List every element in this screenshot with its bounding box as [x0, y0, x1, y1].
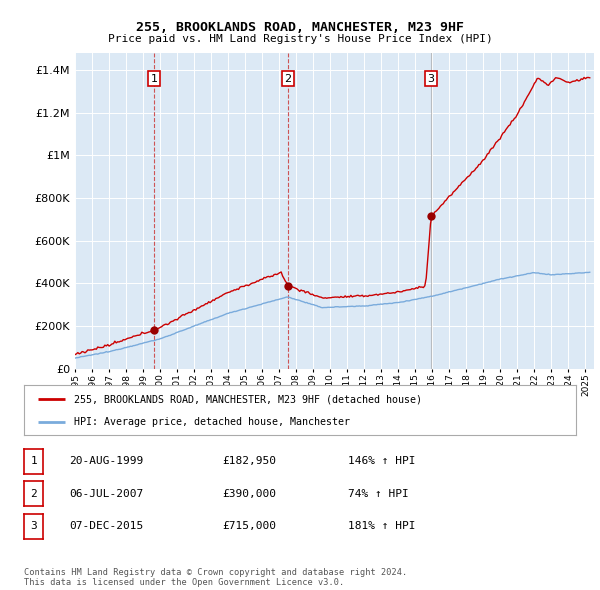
Text: 146% ↑ HPI: 146% ↑ HPI	[348, 457, 415, 466]
Text: 74% ↑ HPI: 74% ↑ HPI	[348, 489, 409, 499]
Text: 181% ↑ HPI: 181% ↑ HPI	[348, 522, 415, 531]
Text: 2: 2	[30, 489, 37, 499]
Text: HPI: Average price, detached house, Manchester: HPI: Average price, detached house, Manc…	[74, 417, 350, 427]
Text: 1: 1	[151, 74, 157, 84]
Text: £715,000: £715,000	[222, 522, 276, 531]
Text: Price paid vs. HM Land Registry's House Price Index (HPI): Price paid vs. HM Land Registry's House …	[107, 34, 493, 44]
Text: 20-AUG-1999: 20-AUG-1999	[69, 457, 143, 466]
Text: 3: 3	[30, 522, 37, 531]
Text: 255, BROOKLANDS ROAD, MANCHESTER, M23 9HF (detached house): 255, BROOKLANDS ROAD, MANCHESTER, M23 9H…	[74, 394, 422, 404]
Text: £390,000: £390,000	[222, 489, 276, 499]
Text: 2: 2	[284, 74, 292, 84]
Text: 255, BROOKLANDS ROAD, MANCHESTER, M23 9HF: 255, BROOKLANDS ROAD, MANCHESTER, M23 9H…	[136, 21, 464, 34]
Text: 3: 3	[428, 74, 434, 84]
Text: 06-JUL-2007: 06-JUL-2007	[69, 489, 143, 499]
Text: 07-DEC-2015: 07-DEC-2015	[69, 522, 143, 531]
Text: £182,950: £182,950	[222, 457, 276, 466]
Text: Contains HM Land Registry data © Crown copyright and database right 2024.
This d: Contains HM Land Registry data © Crown c…	[24, 568, 407, 587]
Text: 1: 1	[30, 457, 37, 466]
